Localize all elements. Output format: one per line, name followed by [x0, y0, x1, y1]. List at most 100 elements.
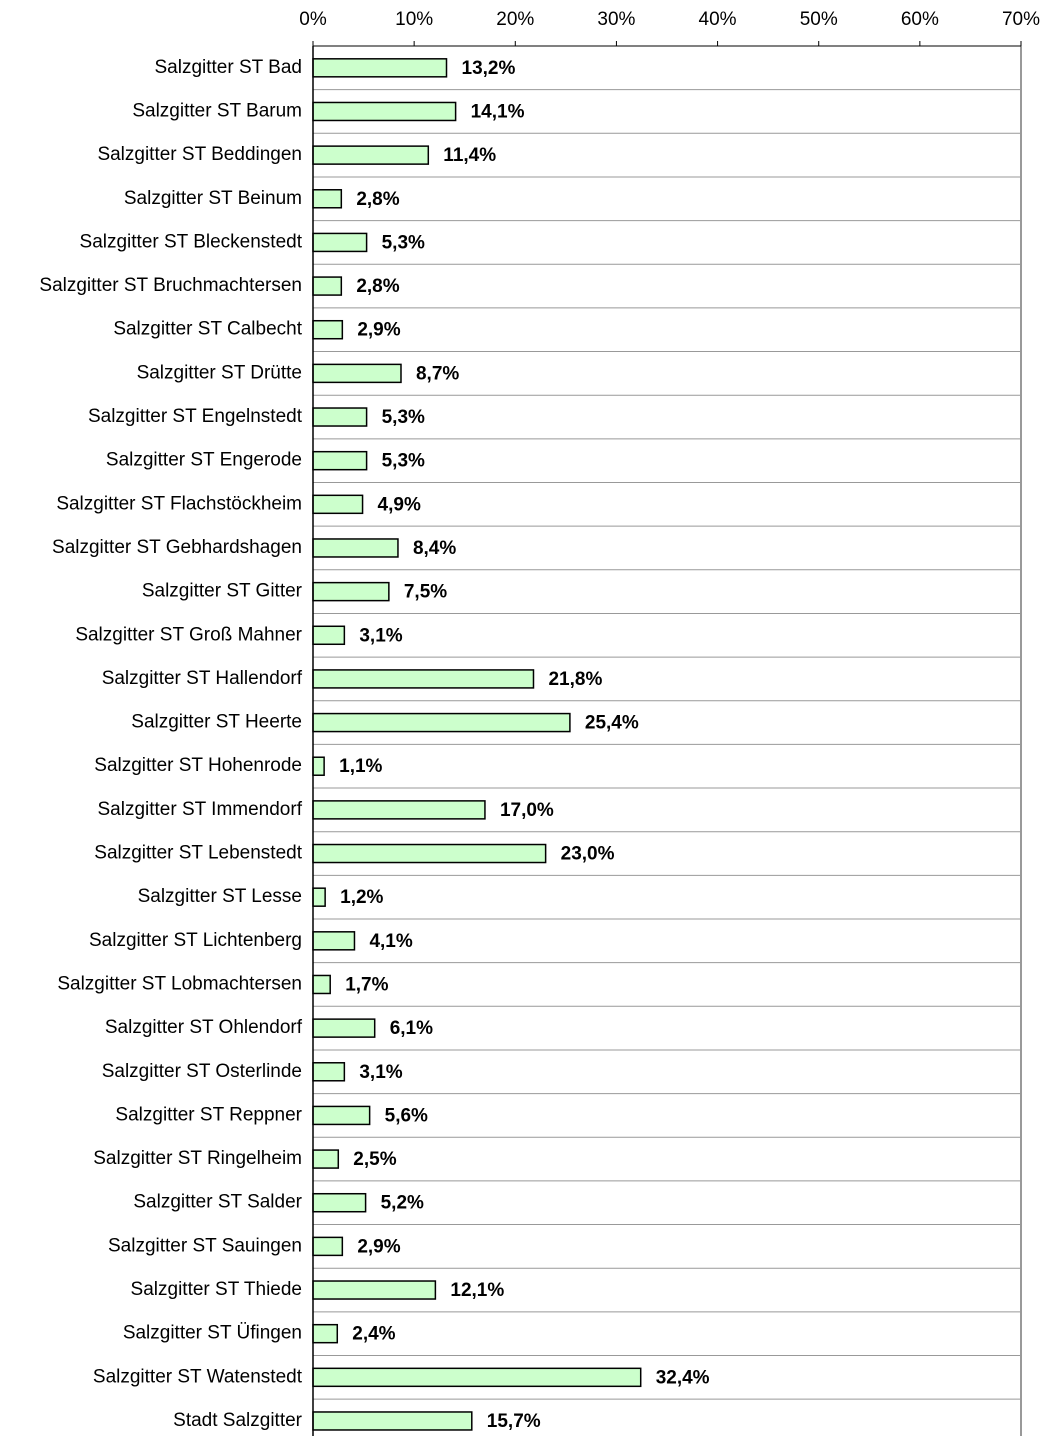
x-tick-label: 70%	[1002, 9, 1040, 30]
bar	[312, 450, 368, 471]
value-label: 4,9%	[378, 494, 421, 515]
value-label: 3,1%	[359, 625, 402, 646]
bar	[312, 1149, 340, 1169]
bar	[312, 58, 448, 78]
category-label: Salzgitter ST Beddingen	[97, 144, 302, 165]
value-label: 14,1%	[471, 101, 525, 122]
bar	[312, 1105, 371, 1126]
category-label: Salzgitter ST Engelnstedt	[88, 406, 303, 427]
x-tick-label: 60%	[901, 9, 939, 30]
category-label: Salzgitter ST Groß Mahner	[75, 624, 302, 645]
bar	[312, 1367, 642, 1388]
bar	[312, 800, 486, 820]
value-label: 32,4%	[656, 1367, 710, 1388]
value-label: 11,4%	[443, 145, 496, 166]
value-label: 2,9%	[357, 320, 400, 341]
x-tick-label: 50%	[800, 9, 838, 30]
category-label: Salzgitter ST Barum	[132, 100, 302, 121]
bar	[312, 101, 457, 122]
value-label: 17,0%	[500, 800, 554, 821]
category-label: Salzgitter ST Lichtenberg	[89, 930, 302, 951]
value-label: 5,6%	[385, 1105, 428, 1126]
value-label: 3,1%	[359, 1062, 402, 1083]
bar	[312, 625, 346, 646]
bar	[312, 931, 356, 951]
value-label: 7,5%	[404, 582, 447, 603]
bar	[312, 494, 364, 515]
category-label: Salzgitter ST Drütte	[137, 362, 302, 383]
category-label: Salzgitter ST Hohenrode	[94, 755, 302, 776]
category-label: Stadt Salzgitter	[173, 1410, 303, 1431]
x-tick-label: 0%	[299, 9, 327, 30]
category-label: Salzgitter ST Lobmachtersen	[57, 973, 302, 994]
value-label: 2,9%	[357, 1236, 400, 1257]
category-label: Salzgitter ST Hallendorf	[102, 668, 303, 689]
value-label: 13,2%	[462, 58, 516, 79]
value-label: 21,8%	[548, 669, 602, 690]
category-label: Salzgitter ST Calbecht	[113, 319, 302, 340]
bar	[312, 712, 571, 733]
value-label: 6,1%	[390, 1018, 433, 1039]
value-label: 8,7%	[416, 363, 459, 384]
value-label: 1,2%	[340, 887, 383, 908]
category-label: Salzgitter ST Gitter	[142, 581, 303, 602]
bar	[312, 145, 430, 165]
bar	[312, 1323, 339, 1344]
value-label: 4,1%	[369, 931, 412, 952]
value-label: 5,3%	[382, 232, 425, 253]
category-label: Salzgitter ST Bruchmachtersen	[39, 275, 302, 296]
category-label: Salzgitter ST Salder	[133, 1192, 302, 1213]
category-label: Salzgitter ST Watenstedt	[93, 1366, 303, 1387]
bar	[312, 669, 535, 689]
bar	[312, 1192, 367, 1213]
bar	[312, 974, 331, 995]
category-label: Salzgitter ST Lesse	[138, 886, 302, 907]
x-tick-label: 10%	[395, 9, 433, 30]
value-label: 2,8%	[356, 276, 399, 297]
category-label: Salzgitter ST Engerode	[106, 450, 302, 471]
category-label: Salzgitter ST Gebhardshagen	[52, 537, 302, 558]
bar	[312, 538, 399, 558]
value-label: 23,0%	[561, 844, 615, 865]
value-label: 2,5%	[353, 1149, 396, 1170]
category-label: Salzgitter ST Heerte	[131, 712, 302, 733]
category-label: Salzgitter ST Sauingen	[108, 1235, 302, 1256]
category-label: Salzgitter ST Beinum	[124, 188, 302, 209]
bar	[312, 756, 325, 776]
category-label: Salzgitter ST Reppner	[115, 1104, 302, 1125]
category-label: Salzgitter ST Ringelheim	[93, 1148, 302, 1169]
bar	[312, 407, 368, 427]
bar	[312, 1062, 346, 1082]
bar	[312, 1411, 473, 1431]
x-tick-label: 20%	[496, 9, 534, 30]
category-label: Salzgitter ST Ohlendorf	[105, 1017, 303, 1038]
value-label: 1,1%	[339, 756, 382, 777]
value-label: 5,3%	[382, 407, 425, 428]
bar	[312, 276, 343, 296]
value-label: 5,2%	[381, 1193, 424, 1214]
bar	[312, 232, 368, 253]
value-label: 2,4%	[352, 1324, 395, 1345]
bar	[312, 189, 343, 209]
category-label: Salzgitter ST Flachstöckheim	[56, 493, 302, 514]
bar	[312, 1236, 344, 1257]
category-label: Salzgitter ST Immendorf	[97, 799, 302, 820]
category-label: Salzgitter ST Bleckenstedt	[80, 231, 303, 252]
value-label: 1,7%	[345, 974, 388, 995]
category-label: Salzgitter ST Thiede	[131, 1279, 302, 1300]
bar	[312, 887, 326, 907]
category-label: Salzgitter ST Osterlinde	[102, 1061, 302, 1082]
category-label: Salzgitter ST Üfingen	[123, 1323, 302, 1344]
bar	[312, 319, 344, 340]
value-label: 12,1%	[450, 1280, 504, 1301]
category-label: Salzgitter ST Lebenstedt	[94, 843, 302, 864]
bar	[312, 1280, 437, 1300]
value-label: 15,7%	[487, 1411, 541, 1432]
x-tick-label: 30%	[597, 9, 635, 30]
bar	[312, 843, 547, 864]
x-tick-label: 40%	[699, 9, 737, 30]
category-label: Salzgitter ST Bad	[154, 57, 302, 78]
value-label: 2,8%	[356, 189, 399, 210]
bar	[312, 363, 402, 384]
